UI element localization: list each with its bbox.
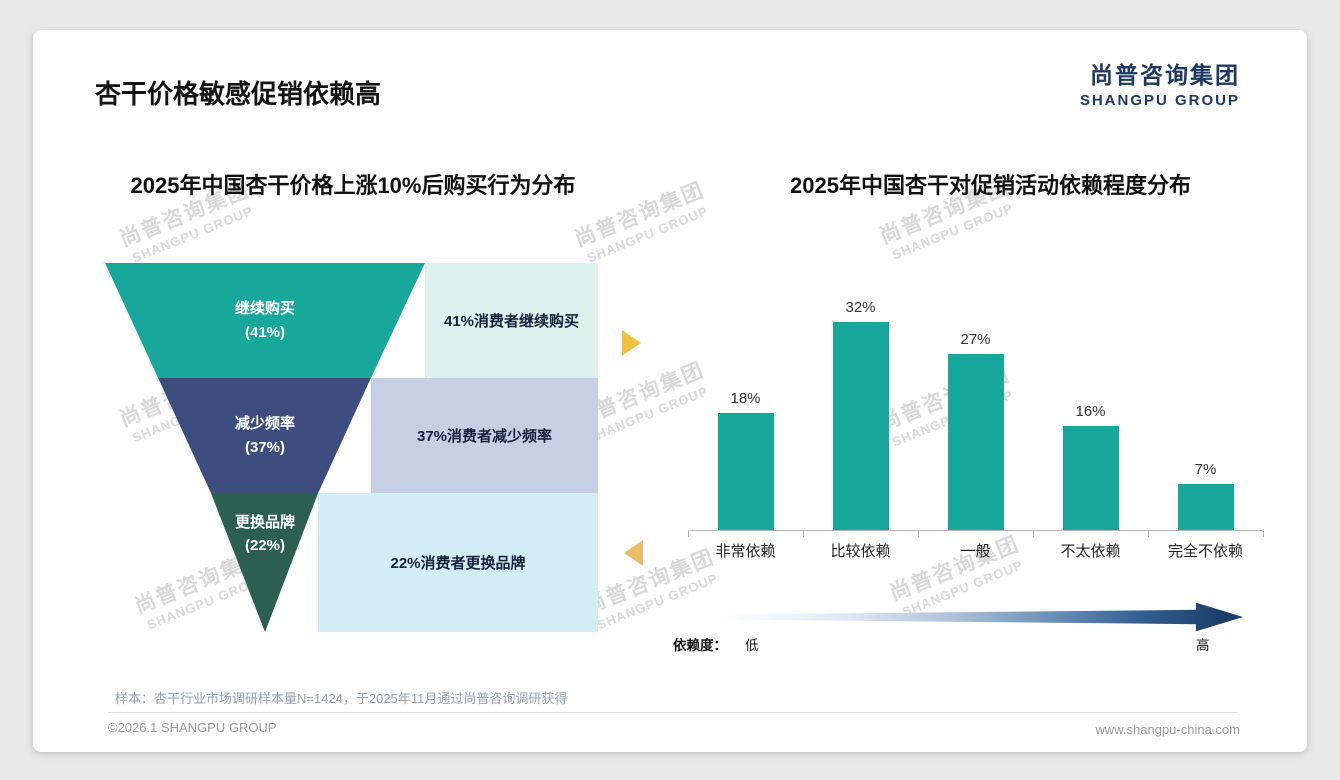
bar-column: 27% xyxy=(918,331,1033,530)
bar-category-label: 一般 xyxy=(960,543,991,560)
funnel-segment-3: 更换品牌 (22%) xyxy=(210,493,319,632)
bar-category-label: 不太依赖 xyxy=(1060,543,1121,560)
bar-value-label: 7% xyxy=(1194,461,1217,478)
footer-copyright: ©2026.1 SHANGPU GROUP xyxy=(108,720,277,735)
page-title: 杏干价格敏感促销依赖高 xyxy=(95,79,382,109)
company-logo: 尚普咨询集团 SHANGPU GROUP xyxy=(1080,56,1240,109)
axis-tick xyxy=(1033,531,1034,537)
funnel-segment-1-label: 继续购买 (41%) xyxy=(234,300,295,341)
bar-value-label: 32% xyxy=(845,299,876,316)
dependency-axis-high-label: 高 xyxy=(1196,638,1210,653)
arrow-right-icon xyxy=(622,330,641,356)
slide-card: 尚普咨询集团 SHANGPU GROUP 尚普咨询集团 SHANGPU GROUP 尚普… xyxy=(33,30,1307,752)
bar xyxy=(1062,426,1119,530)
funnel-segment-3-label: 更换品牌 (22%) xyxy=(234,514,295,555)
logo-text-en: SHANGPU GROUP xyxy=(1079,92,1240,109)
dependency-axis-low-label: 低 xyxy=(745,638,759,653)
x-axis-line xyxy=(688,530,1264,538)
funnel-note-1: 41%消费者继续购买 xyxy=(425,263,598,378)
bar xyxy=(832,322,889,530)
bar-value-label: 18% xyxy=(730,390,761,407)
bar-value-label: 27% xyxy=(960,331,991,348)
dependency-gradient-arrow xyxy=(720,602,1243,632)
funnel-chart: 继续购买 (41%) 减少频率 (37%) 更换品牌 (22%) xyxy=(105,263,425,632)
bar xyxy=(947,354,1004,530)
bar-column: 18% xyxy=(688,390,803,530)
bar-chart: 18% 32% 27% 16% 7% xyxy=(688,288,1263,530)
funnel-segment-1: 继续购买 (41%) xyxy=(105,263,425,378)
logo-text-cn: 尚普咨询集团 xyxy=(1090,62,1240,88)
funnel-segment-2-label: 减少频率 (37%) xyxy=(234,415,295,456)
footnote: 样本：杏干行业市场调研样本量N=1424，于2025年11月通过尚普咨询调研获得 xyxy=(115,691,568,706)
axis-tick xyxy=(1263,531,1264,537)
bar-chart-title: 2025年中国杏干对促销活动依赖程度分布 xyxy=(790,173,1191,198)
x-axis-labels: 非常依赖 比较依赖 一般 不太依赖 完全不依赖 xyxy=(688,540,1263,561)
bar-column: 32% xyxy=(803,299,918,530)
bar xyxy=(717,413,774,530)
funnel-note-2-text: 37%消费者减少频率 xyxy=(416,428,553,445)
bar-column: 16% xyxy=(1033,403,1148,530)
funnel-note-3-text: 22%消费者更换品牌 xyxy=(390,555,526,572)
funnel-chart-title: 2025年中国杏干价格上涨10%后购买行为分布 xyxy=(130,173,576,198)
axis-tick xyxy=(803,531,804,537)
dependency-axis-title: 依赖度： xyxy=(673,638,727,653)
axis-tick xyxy=(1148,531,1149,537)
funnel-note-2: 37%消费者减少频率 xyxy=(371,378,598,493)
footer-divider xyxy=(108,712,1237,713)
bar-column: 7% xyxy=(1148,461,1263,530)
bar xyxy=(1177,484,1234,530)
funnel-segment-2: 减少频率 (37%) xyxy=(158,378,371,493)
bar-category-label: 完全不依赖 xyxy=(1167,543,1243,560)
arrow-left-icon xyxy=(624,540,643,566)
axis-tick xyxy=(688,531,689,537)
footer-url: www.shangpu-china.com xyxy=(1095,722,1240,737)
bar-category-label: 非常依赖 xyxy=(715,543,776,560)
funnel-note-1-text: 41%消费者继续购买 xyxy=(443,313,580,330)
bar-value-label: 16% xyxy=(1075,403,1106,420)
funnel-note-3: 22%消费者更换品牌 xyxy=(318,493,598,632)
axis-tick xyxy=(918,531,919,537)
bar-category-label: 比较依赖 xyxy=(830,543,891,560)
